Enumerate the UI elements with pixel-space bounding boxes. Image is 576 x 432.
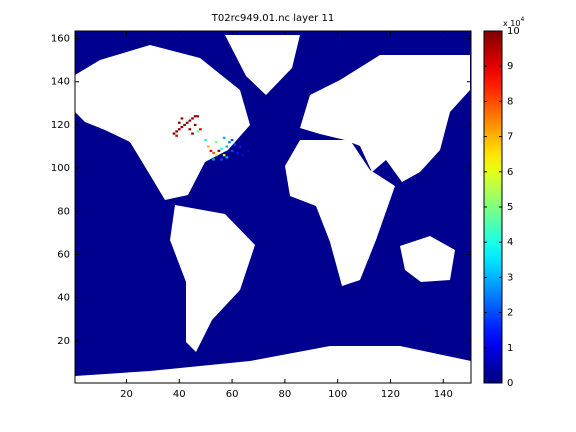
x-tick-label: 80 (279, 389, 292, 400)
heat-cell (204, 138, 207, 142)
colorbar-multiplier: x 104 (503, 16, 524, 28)
heat-cell (207, 145, 210, 148)
heat-cell (214, 154, 218, 157)
heat-cell (225, 156, 229, 159)
heat-cell (225, 145, 229, 148)
heat-cell (177, 128, 181, 131)
heat-cell (228, 141, 231, 144)
heat-cell (209, 149, 213, 152)
heat-cell (230, 138, 234, 142)
heat-cell (191, 117, 194, 120)
colorbar-tick-label: 9 (507, 61, 513, 72)
y-tick-label: 40 (57, 293, 70, 304)
heat-cell (241, 154, 244, 157)
heat-cell (185, 121, 189, 124)
x-tick-label: 140 (434, 389, 453, 400)
x-tick-label: 120 (381, 389, 400, 400)
heat-cell (212, 158, 215, 161)
y-tick-label: 60 (57, 250, 70, 261)
x-tick-label: 40 (173, 389, 186, 400)
heat-cell (177, 121, 181, 124)
colorbar-tick-label: 5 (507, 202, 513, 213)
y-tick-label: 20 (57, 336, 70, 347)
y-tick-label: 80 (57, 206, 70, 217)
heat-cell (196, 115, 200, 118)
heat-cell (238, 145, 242, 148)
heat-cell (180, 117, 184, 120)
heat-cell (212, 151, 215, 155)
heat-cell (233, 143, 237, 146)
y-tick-label: 140 (51, 77, 70, 88)
heat-cell (220, 147, 223, 150)
colorbar-tick-label: 4 (507, 237, 513, 248)
x-tick-label: 100 (328, 389, 347, 400)
heat-cell (172, 132, 176, 135)
colorbar-tick-label: 2 (507, 308, 513, 319)
heat-cell (180, 126, 184, 129)
chart-title: T02rc949.01.nc layer 11 (211, 13, 334, 24)
heat-cell (188, 119, 192, 122)
heat-cell (199, 128, 202, 131)
heat-cell (193, 115, 197, 118)
colorbar-tick-label: 10 (507, 26, 520, 37)
y-tick-label: 160 (51, 34, 70, 45)
heat-cell (214, 141, 218, 144)
heat-cell (193, 123, 197, 127)
heat-cell (188, 128, 192, 131)
heat-cell (217, 149, 221, 152)
colorbar-multiplier-base: x 10 (503, 19, 520, 28)
colorbar-tick-label: 0 (507, 378, 513, 389)
heat-cell (230, 149, 234, 152)
heat-cell (246, 149, 250, 152)
land (75, 35, 471, 383)
colorbar-tick-label: 1 (507, 343, 513, 354)
heat-cell (220, 158, 223, 161)
colorbar-exponent: 4 (520, 16, 524, 23)
x-tick-label: 60 (226, 389, 239, 400)
plot-frame (74, 30, 472, 384)
heat-cell (191, 132, 194, 135)
y-tick-label: 100 (51, 163, 70, 174)
heat-cell (236, 151, 239, 155)
heat-cell (222, 136, 226, 139)
x-tick-label: 20 (120, 389, 133, 400)
heat-cell (175, 134, 178, 137)
heat-cell (183, 123, 186, 127)
heat-cell (222, 154, 226, 157)
colorbar-tick-label: 3 (507, 272, 513, 283)
colorbar-tick-label: 7 (507, 132, 513, 143)
colorbar-tick-label: 8 (507, 96, 513, 107)
colorbar-tick-label: 6 (507, 167, 513, 178)
y-tick-label: 120 (51, 120, 70, 131)
heat-cell (175, 130, 178, 133)
heat-cell (196, 130, 200, 133)
